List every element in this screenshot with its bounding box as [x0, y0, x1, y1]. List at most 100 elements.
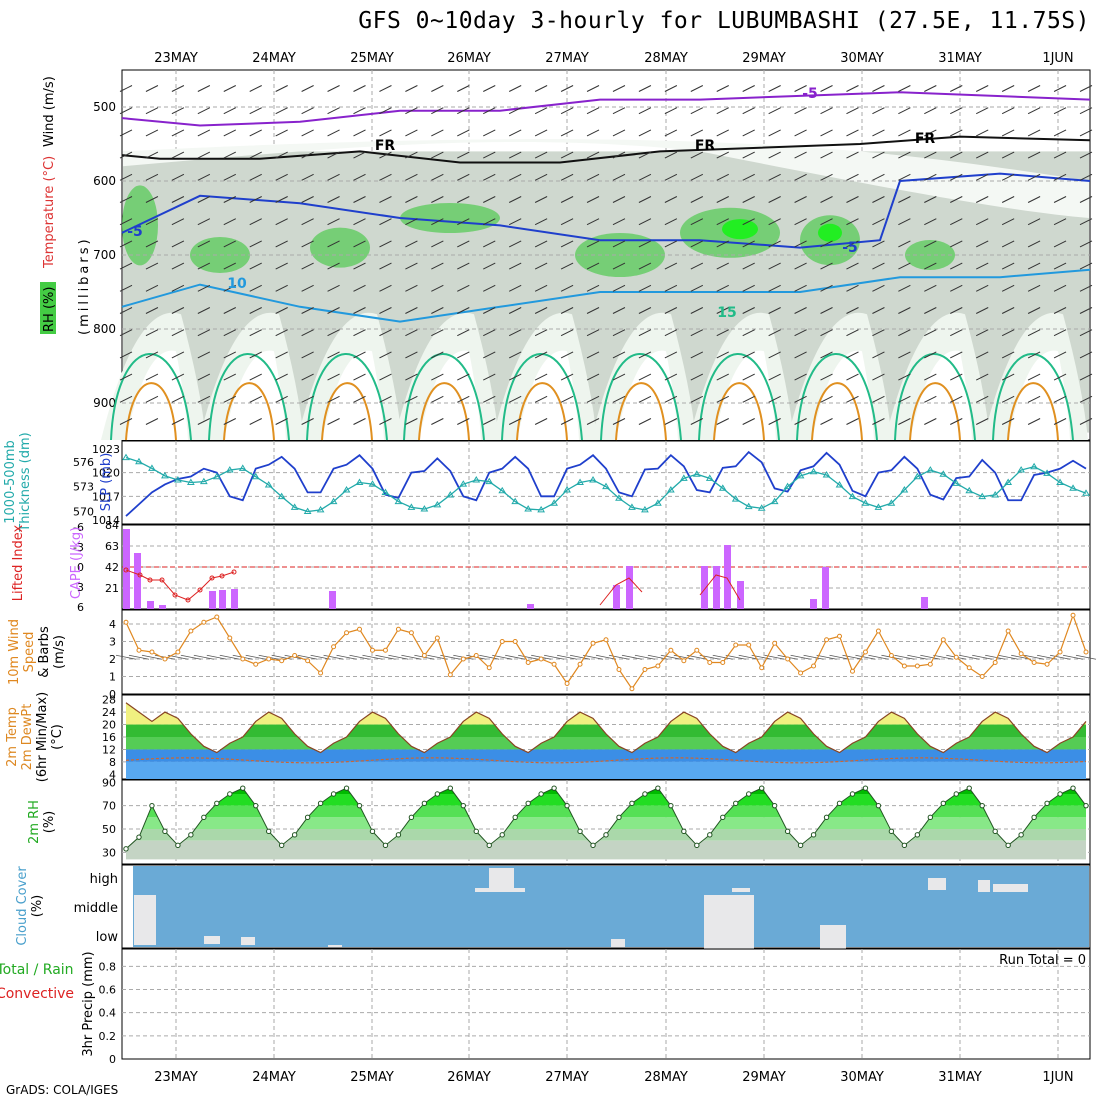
wind-barb: [171, 240, 185, 248]
wind-barb: [768, 351, 781, 359]
wind-barb: [275, 129, 288, 137]
wind-barb: [742, 373, 755, 381]
wind-barb: [975, 373, 989, 381]
wind-speed-marker: [564, 681, 570, 686]
wind-barb: [457, 151, 470, 159]
wind-barb: [794, 129, 807, 137]
wind-barb: [119, 418, 133, 425]
thickness-marker: [420, 505, 429, 512]
thickness-marker: [537, 505, 546, 513]
li-marker: [197, 587, 203, 593]
axis-title-rh: RH (%): [42, 287, 57, 332]
wind-barb: [145, 173, 159, 181]
wind-barb: [1027, 351, 1041, 359]
wind-barb: [457, 307, 470, 314]
thickness-marker: [122, 453, 130, 461]
wind-barb: [820, 284, 833, 292]
wind-barb: [872, 307, 885, 314]
wind-speed-marker: [953, 654, 959, 660]
thickness-marker: [303, 507, 312, 515]
wind-barb: [820, 329, 833, 337]
temp-band: [126, 749, 1086, 762]
top-date-label: 24MAY: [252, 51, 296, 66]
wind-barb: [690, 107, 704, 115]
wind-barb: [612, 240, 626, 248]
wind-barb: [534, 107, 548, 115]
wind-barb: [353, 395, 366, 403]
wind-barb: [1079, 240, 1093, 248]
cloud-block: [820, 925, 846, 950]
temp-band: [126, 737, 1086, 750]
wind-barb: [353, 196, 366, 203]
rh-marker: [421, 800, 428, 807]
cape-bar: [123, 529, 130, 609]
wind-barb: [794, 218, 807, 226]
temperature-contour: [121, 172, 1091, 249]
wind-barb: [353, 329, 366, 337]
yaxis-tick-label: 576: [73, 456, 94, 469]
thickness-marker: [744, 502, 753, 510]
wind-barb: [483, 307, 496, 314]
thickness-marker: [978, 492, 987, 500]
wind-barb: [327, 129, 340, 137]
thickness-marker: [186, 478, 195, 485]
wind-barb: [275, 307, 288, 314]
thickness-marker: [1030, 462, 1038, 470]
wind-barb: [716, 196, 729, 203]
temperature-contour: [909, 382, 961, 441]
thickness-marker: [1043, 469, 1051, 476]
wind-speed-marker: [1083, 649, 1089, 655]
wind-barb: [716, 218, 729, 226]
wind-barb: [379, 395, 392, 403]
cape-bar: [527, 604, 534, 609]
wind-barb: [664, 262, 678, 270]
wind-barb: [959, 654, 980, 660]
rh-marker: [149, 802, 155, 809]
thickness-marker: [666, 485, 675, 493]
wind-barb: [534, 262, 548, 270]
wind-barb: [223, 196, 237, 203]
wind-barb: [483, 284, 496, 292]
wind-barb: [794, 307, 807, 314]
wind-barb: [508, 373, 522, 381]
wind-barb: [457, 418, 470, 425]
rh-marker: [655, 785, 661, 791]
wind-barb: [171, 373, 185, 381]
wind-barb: [171, 196, 185, 203]
wind-barb: [716, 307, 729, 314]
wind-barb: [1001, 173, 1015, 181]
wind-barb: [560, 307, 574, 314]
wind-barb: [716, 107, 729, 115]
li-marker: [185, 597, 191, 603]
wind-barb: [950, 418, 963, 425]
wind-barb: [872, 129, 885, 137]
wind-barb: [249, 85, 262, 92]
rh-band: [126, 817, 1086, 829]
wind-barb: [457, 196, 470, 203]
wind-barb: [327, 196, 340, 203]
rh2m-panel: 90 70 50 30 2m RH (%): [27, 776, 1091, 865]
wind-barb: [379, 329, 392, 337]
thickness-marker: [900, 485, 909, 493]
wind-speed-marker: [1057, 649, 1063, 655]
rh-shading: [101, 139, 1089, 440]
wind-barb: [846, 329, 859, 337]
bottom-date-label: 1JUN: [1042, 1070, 1073, 1085]
wind-speed-marker: [862, 649, 868, 655]
wind-barb: [1062, 654, 1084, 660]
wind-barb: [1079, 196, 1093, 203]
cloud-block: [704, 895, 754, 950]
wind-barb: [275, 151, 288, 159]
thickness-marker: [563, 485, 571, 493]
wind-barb: [975, 284, 989, 292]
wind-speed-marker: [992, 660, 998, 665]
wind-barb: [483, 173, 496, 181]
wind-barb: [742, 129, 755, 137]
wind-barb: [586, 107, 600, 115]
yaxis-tick-label: 8: [109, 756, 116, 769]
wind-barb: [206, 654, 227, 660]
wind-speed-marker: [616, 667, 622, 672]
wind-barb: [924, 218, 937, 226]
wind-speed-marker: [447, 672, 453, 678]
bottom-date-label: 29MAY: [742, 1070, 786, 1085]
